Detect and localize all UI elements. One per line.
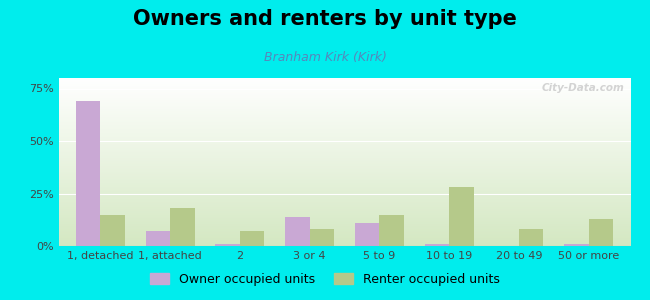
Text: City-Data.com: City-Data.com bbox=[542, 83, 625, 93]
Bar bbox=[424, 244, 449, 246]
Bar bbox=[215, 244, 240, 246]
Text: Owners and renters by unit type: Owners and renters by unit type bbox=[133, 9, 517, 29]
Bar bbox=[380, 214, 404, 246]
Text: Branham Kirk (Kirk): Branham Kirk (Kirk) bbox=[263, 51, 387, 64]
Bar bbox=[589, 219, 613, 246]
Bar bbox=[309, 229, 334, 246]
Bar bbox=[564, 244, 589, 246]
Bar bbox=[170, 208, 194, 246]
Bar bbox=[355, 223, 380, 246]
Legend: Owner occupied units, Renter occupied units: Owner occupied units, Renter occupied un… bbox=[146, 268, 504, 291]
Bar bbox=[519, 229, 543, 246]
Bar bbox=[240, 231, 265, 246]
Bar bbox=[449, 187, 474, 246]
Bar bbox=[146, 231, 170, 246]
Bar bbox=[285, 217, 309, 246]
Bar bbox=[100, 214, 125, 246]
Bar bbox=[76, 101, 100, 246]
